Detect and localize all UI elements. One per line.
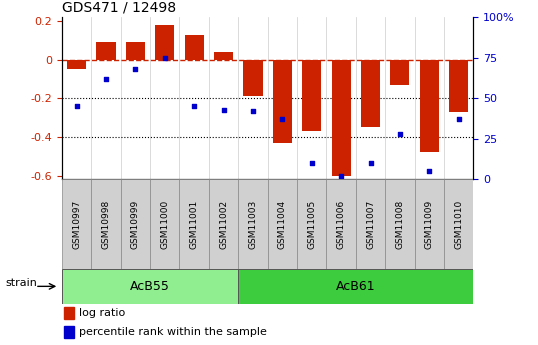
Text: GSM11006: GSM11006 [337, 200, 345, 249]
Text: GSM11002: GSM11002 [219, 200, 228, 249]
Bar [96, 42, 116, 60]
Text: strain: strain [5, 278, 37, 288]
Bar [62, 179, 91, 269]
Bar [185, 34, 204, 60]
Bar [65, 307, 74, 319]
Bar [65, 326, 74, 338]
Point [366, 160, 375, 166]
Text: GSM11004: GSM11004 [278, 200, 287, 249]
Point [307, 160, 316, 166]
Bar [267, 179, 297, 269]
Bar [243, 60, 263, 96]
Point [337, 174, 345, 179]
Bar [273, 60, 292, 143]
Point [425, 169, 434, 174]
Bar [180, 179, 209, 269]
Bar [238, 269, 473, 304]
Point [72, 104, 81, 109]
Text: AcB61: AcB61 [336, 280, 376, 293]
Bar [444, 179, 473, 269]
Bar [415, 179, 444, 269]
Text: GSM11008: GSM11008 [395, 200, 405, 249]
Point [220, 107, 228, 112]
Text: GSM10997: GSM10997 [72, 200, 81, 249]
Text: AcB55: AcB55 [130, 280, 170, 293]
Bar [209, 179, 238, 269]
Text: GSM11003: GSM11003 [249, 200, 258, 249]
Text: GSM11009: GSM11009 [425, 200, 434, 249]
Text: GSM10999: GSM10999 [131, 200, 140, 249]
Bar [302, 60, 321, 131]
Text: GSM11007: GSM11007 [366, 200, 375, 249]
Bar [155, 25, 174, 60]
Bar [126, 42, 145, 60]
Bar [150, 179, 180, 269]
Bar [238, 179, 268, 269]
Text: GSM10998: GSM10998 [102, 200, 110, 249]
Point [160, 55, 169, 61]
Text: GSM11001: GSM11001 [190, 200, 199, 249]
Text: GSM11000: GSM11000 [160, 200, 169, 249]
Bar [214, 52, 233, 60]
Bar [385, 179, 415, 269]
Point [102, 76, 110, 82]
Bar [356, 179, 385, 269]
Text: log ratio: log ratio [79, 308, 125, 318]
Bar [391, 60, 409, 85]
Point [190, 104, 199, 109]
Point [395, 131, 404, 137]
Text: GSM11010: GSM11010 [454, 200, 463, 249]
Bar [327, 179, 356, 269]
Bar [420, 60, 439, 152]
Text: GSM11005: GSM11005 [307, 200, 316, 249]
Point [455, 117, 463, 122]
Bar [297, 179, 327, 269]
Bar [361, 60, 380, 127]
Bar [62, 269, 238, 304]
Point [131, 66, 140, 72]
Text: percentile rank within the sample: percentile rank within the sample [79, 327, 267, 337]
Bar [91, 179, 121, 269]
Bar [67, 60, 86, 69]
Point [249, 109, 257, 114]
Bar [121, 179, 150, 269]
Bar [449, 60, 468, 112]
Bar [331, 60, 351, 176]
Point [278, 117, 287, 122]
Text: GDS471 / 12498: GDS471 / 12498 [62, 1, 176, 15]
